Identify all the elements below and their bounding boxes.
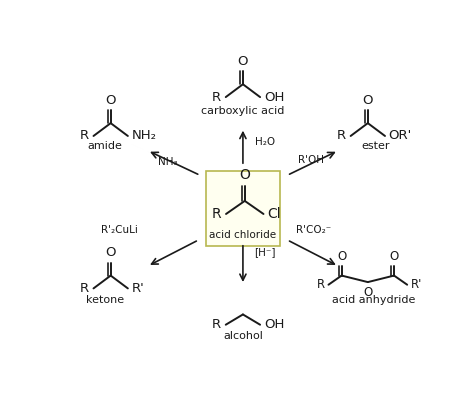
Text: ketone: ketone (86, 295, 124, 305)
Text: acid anhydride: acid anhydride (332, 295, 415, 305)
Text: OH: OH (264, 90, 284, 103)
Text: O: O (363, 94, 373, 107)
Text: O: O (105, 246, 116, 259)
Text: R: R (211, 207, 221, 221)
Text: R: R (80, 129, 89, 143)
Text: carboxylic acid: carboxylic acid (201, 106, 284, 116)
Text: R'OH: R'OH (298, 156, 324, 166)
Text: O: O (237, 55, 248, 68)
Text: R: R (317, 278, 325, 291)
Text: O: O (390, 250, 399, 263)
Text: R': R' (411, 278, 422, 291)
Text: R: R (212, 90, 221, 103)
Text: NH₃: NH₃ (158, 157, 178, 167)
Text: O: O (239, 168, 250, 182)
Bar (206, 171, 280, 246)
Text: R: R (80, 282, 89, 295)
Text: OR': OR' (389, 129, 412, 143)
Text: H₂O: H₂O (255, 137, 275, 147)
Text: R: R (337, 129, 346, 143)
Text: ester: ester (361, 141, 390, 152)
Text: O: O (105, 94, 116, 107)
Text: Cl: Cl (267, 207, 281, 221)
Text: OH: OH (264, 318, 284, 331)
Text: O: O (337, 250, 346, 263)
Text: amide: amide (88, 141, 123, 152)
Text: R: R (212, 318, 221, 331)
Text: alcohol: alcohol (223, 331, 263, 341)
Text: R': R' (131, 282, 144, 295)
Text: acid chloride: acid chloride (210, 230, 276, 240)
Text: [H⁻]: [H⁻] (254, 247, 275, 257)
Text: R'CO₂⁻: R'CO₂⁻ (296, 225, 331, 236)
Text: O: O (363, 286, 373, 299)
Text: R'₂CuLi: R'₂CuLi (101, 225, 138, 236)
Text: NH₂: NH₂ (131, 129, 156, 143)
